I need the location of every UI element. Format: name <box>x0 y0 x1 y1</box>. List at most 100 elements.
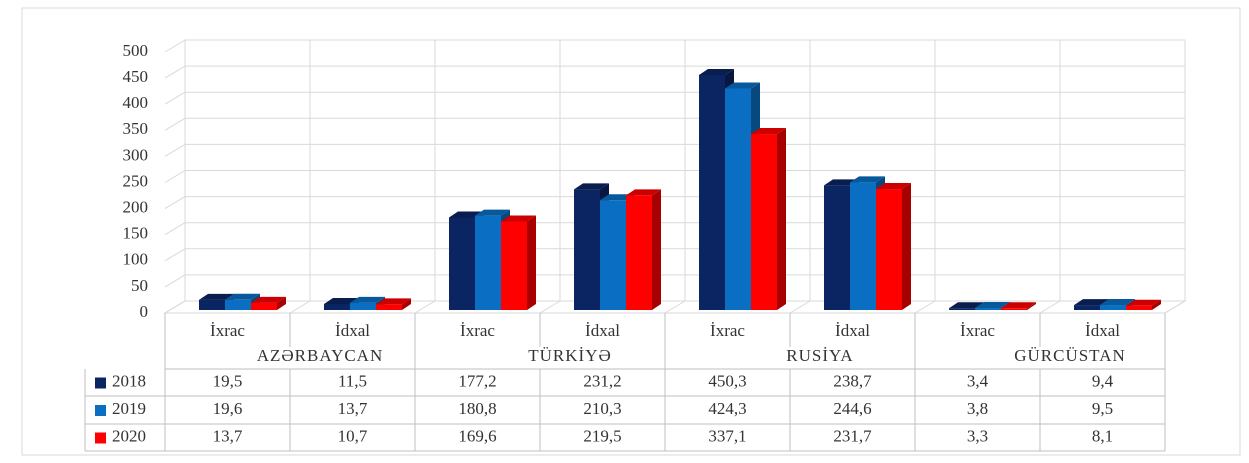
y-tick-label: 100 <box>123 250 149 269</box>
bar-top <box>876 183 911 190</box>
table-value: 19,5 <box>213 371 243 390</box>
grid-line-side <box>164 248 186 262</box>
x-tick-label: İxrac <box>460 321 495 340</box>
bar <box>376 298 411 310</box>
bar-top <box>251 296 286 303</box>
legend-swatch <box>95 405 106 416</box>
table-value: 13,7 <box>338 399 368 418</box>
bar-side <box>1027 302 1036 310</box>
bar <box>1126 299 1161 310</box>
table-value: 177,2 <box>458 371 496 390</box>
bar-front <box>376 304 402 310</box>
floor-divider <box>1039 300 1061 314</box>
grid-line-side <box>164 170 186 183</box>
floor-divider <box>789 300 811 314</box>
bar-side <box>527 215 536 310</box>
floor-divider <box>664 300 686 314</box>
floor-divider <box>1164 300 1186 314</box>
bar-side <box>777 128 786 310</box>
bar-top <box>1001 302 1036 309</box>
x-tick-label: İxrac <box>960 321 995 340</box>
grid-line-side <box>164 222 186 236</box>
bar-front <box>449 217 475 310</box>
group-label: TÜRKİYƏ <box>528 346 612 365</box>
table-value: 244,6 <box>833 399 871 418</box>
bar-front <box>350 302 376 310</box>
bar-side <box>277 296 286 310</box>
y-tick-label: 0 <box>140 302 149 321</box>
y-tick-label: 450 <box>123 67 149 86</box>
table-value: 180,8 <box>458 399 496 418</box>
grid-line-side <box>164 65 186 79</box>
bar-front <box>251 302 277 310</box>
bar-front <box>574 189 600 310</box>
floor-divider <box>289 300 311 314</box>
bar-front <box>876 189 902 310</box>
table-value: 19,6 <box>213 399 243 418</box>
y-tick-label: 150 <box>123 224 149 243</box>
bar-front <box>1001 308 1027 310</box>
grid-line-side <box>164 39 186 53</box>
group-label: AZƏRBAYCAN <box>257 346 384 365</box>
bar-front <box>475 215 501 310</box>
legend-swatch <box>95 432 106 444</box>
bar-front <box>850 182 876 310</box>
bar-front <box>699 74 725 311</box>
bar-top <box>350 296 385 303</box>
table-value: 3,8 <box>967 399 988 418</box>
table-value: 337,1 <box>708 426 746 445</box>
bar-front <box>324 303 350 310</box>
x-tick-label: İdxal <box>1085 321 1120 340</box>
table-value: 3,4 <box>967 371 989 390</box>
y-tick-label: 200 <box>123 198 149 217</box>
floor-divider <box>414 300 436 314</box>
bar-front <box>600 200 626 310</box>
bar-top <box>475 209 510 216</box>
bar-side <box>1152 299 1161 310</box>
grid-line-side <box>164 143 186 157</box>
x-tick-label: İdxal <box>335 321 370 340</box>
bar-front <box>725 88 751 310</box>
legend-swatch <box>95 377 106 389</box>
bar-front <box>1126 305 1152 310</box>
bar-side <box>402 298 411 310</box>
bar-top <box>751 128 786 135</box>
bar-front <box>975 308 1001 310</box>
bar-front <box>751 134 777 310</box>
bar <box>251 296 286 310</box>
group-label: RUSİYA <box>786 346 853 365</box>
bar-top <box>975 302 1010 309</box>
grid-line-side <box>164 300 186 314</box>
table-value: 10,7 <box>338 426 368 445</box>
group-label: GÜRCÜSTAN <box>1014 346 1126 365</box>
y-tick-label: 500 <box>123 41 149 60</box>
bar-front <box>949 308 975 310</box>
bar-top <box>376 298 411 305</box>
y-tick-label: 50 <box>131 276 148 295</box>
floor-divider <box>914 300 936 314</box>
bar-top <box>725 82 760 89</box>
bar-top <box>1074 299 1109 306</box>
bar-front <box>824 185 850 310</box>
bar-front <box>1074 305 1100 310</box>
bar <box>876 183 911 310</box>
table-value: 231,2 <box>583 371 621 390</box>
grid-line-side <box>164 274 186 288</box>
bar <box>1001 302 1036 310</box>
bar-front <box>199 299 225 310</box>
table-value: 210,3 <box>583 399 621 418</box>
x-tick-label: İxrac <box>210 321 245 340</box>
bar-front <box>501 221 527 310</box>
table-value: 169,6 <box>458 426 496 445</box>
x-tick-label: İxrac <box>710 321 745 340</box>
legend-label: 2019 <box>112 399 146 418</box>
bar-top <box>574 183 609 190</box>
table-value: 9,5 <box>1092 399 1113 418</box>
bar-top <box>501 215 536 222</box>
floor-divider <box>539 300 561 314</box>
table-value: 231,7 <box>833 426 872 445</box>
bar-top <box>949 302 984 309</box>
bar-front <box>1100 305 1126 310</box>
grid-line-side <box>164 91 186 105</box>
